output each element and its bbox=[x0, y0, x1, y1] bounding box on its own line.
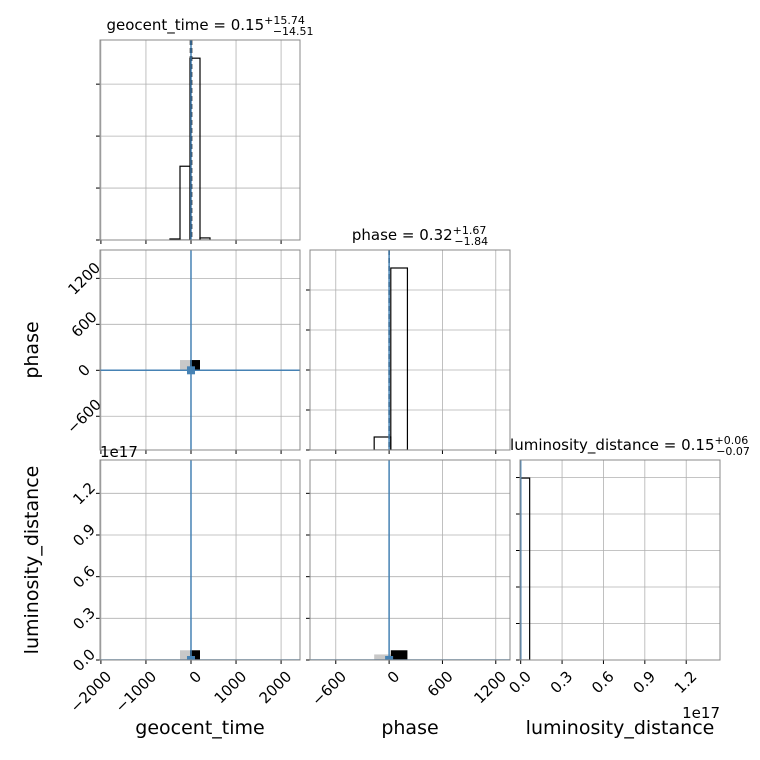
x-axis-label: phase bbox=[381, 717, 438, 739]
panel-title: luminosity_distance = 0.15+0.06 −0.07 bbox=[510, 434, 750, 458]
x-offset-label: 1e17 bbox=[682, 704, 720, 722]
y-tick-label: 0.9 bbox=[69, 520, 99, 550]
x-tick-label: 0.3 bbox=[547, 668, 577, 698]
panel-background bbox=[520, 460, 720, 660]
panel-frame bbox=[519, 459, 721, 661]
title-sup: +15.74 bbox=[264, 14, 305, 27]
hist2d-cell bbox=[374, 654, 391, 660]
x-axis-label: luminosity_distance bbox=[526, 717, 715, 739]
panel-title: geocent_time = 0.15+15.74 −14.51 bbox=[106, 14, 313, 38]
panel-title: phase = 0.32+1.67 −1.84 bbox=[352, 224, 488, 248]
y-axis-label: phase bbox=[21, 321, 43, 378]
y-tick-label: 0 bbox=[74, 361, 93, 380]
y-axis-label: luminosity_distance bbox=[21, 466, 43, 655]
panel-background bbox=[310, 250, 510, 450]
x-tick-label: 600 bbox=[424, 668, 457, 701]
title-sub: −0.07 bbox=[716, 445, 750, 458]
x-tick-label: 1000 bbox=[211, 668, 251, 708]
title-sub: −14.51 bbox=[273, 25, 314, 38]
x-tick-label: 0.0 bbox=[505, 668, 535, 698]
panel-data bbox=[520, 460, 531, 660]
x-tick-label: 0.9 bbox=[629, 668, 659, 698]
panel-background bbox=[310, 460, 510, 660]
x-tick-label: 0 bbox=[186, 668, 205, 687]
panel-background bbox=[100, 250, 300, 450]
panel-data bbox=[310, 460, 510, 660]
title-main: luminosity_distance = 0.15 bbox=[510, 436, 714, 455]
panel-frame bbox=[99, 39, 301, 241]
panel-data bbox=[373, 250, 409, 450]
hist2d-cell bbox=[190, 650, 200, 660]
hist2d-cell bbox=[390, 650, 408, 660]
hist2d-cell bbox=[180, 650, 190, 660]
title-main: geocent_time = 0.15 bbox=[106, 16, 264, 35]
x-tick-label: 2000 bbox=[256, 668, 296, 708]
panel-frame bbox=[309, 249, 511, 451]
title-main: phase = 0.32 bbox=[352, 226, 453, 244]
panel-frame bbox=[99, 249, 301, 451]
panel-frame bbox=[309, 459, 511, 661]
title-sup: +1.67 bbox=[453, 224, 487, 237]
panel-data bbox=[100, 250, 300, 450]
hist-bar bbox=[390, 267, 409, 450]
panel-data bbox=[100, 460, 300, 660]
x-tick-label: −600 bbox=[308, 668, 350, 710]
y-offset-label: 1e17 bbox=[100, 443, 138, 461]
y-tick-label: 0.6 bbox=[69, 562, 99, 592]
panel-background bbox=[100, 460, 300, 660]
x-tick-label: −2000 bbox=[67, 668, 116, 717]
x-tick-label: 1200 bbox=[470, 668, 510, 708]
hist2d-cell bbox=[190, 360, 200, 370]
x-tick-label: −1000 bbox=[112, 668, 161, 717]
y-tick-label: 1.2 bbox=[69, 479, 99, 509]
x-tick-label: 0 bbox=[384, 668, 403, 687]
x-axis-label: geocent_time bbox=[135, 717, 264, 739]
y-tick-label: 0.0 bbox=[69, 645, 99, 675]
y-tick-label: 0.3 bbox=[69, 604, 99, 634]
title-sup: +0.06 bbox=[715, 434, 749, 447]
y-tick-label: 600 bbox=[68, 308, 101, 341]
x-tick-label: 0.6 bbox=[588, 668, 618, 698]
hist2d-cell bbox=[180, 360, 190, 370]
x-tick-label: 1.2 bbox=[671, 668, 701, 698]
panel-frame bbox=[99, 459, 301, 661]
title-sub: −1.84 bbox=[454, 235, 488, 248]
